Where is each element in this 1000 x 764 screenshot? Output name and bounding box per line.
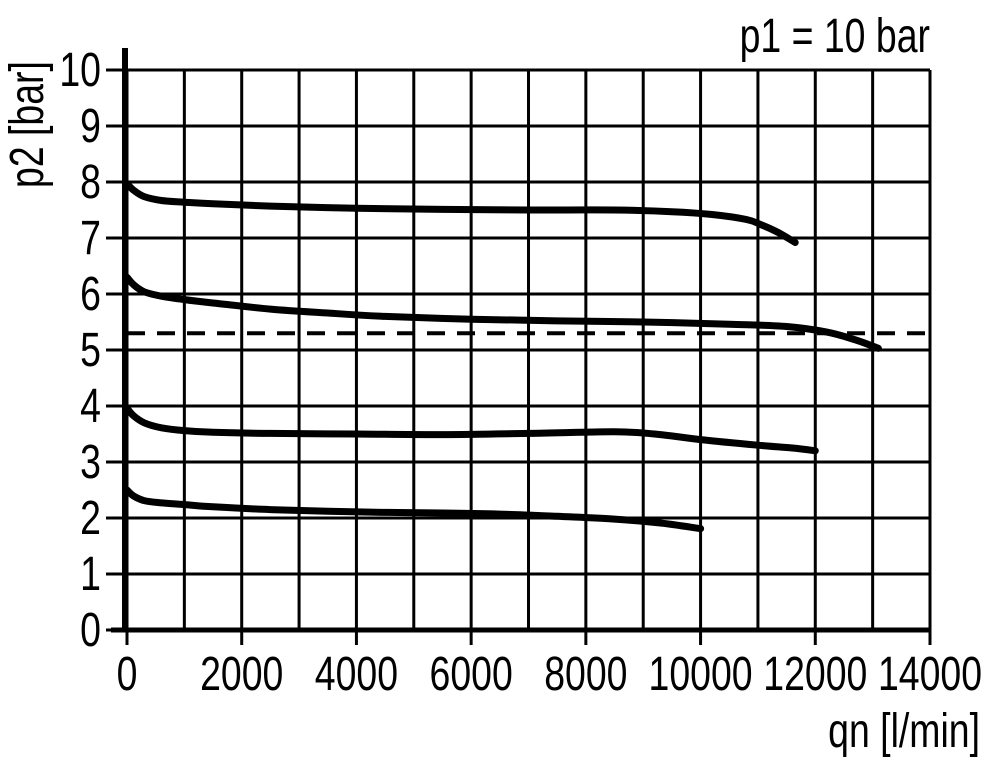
- y-tick-label: 1: [80, 548, 101, 602]
- curve-layer: [123, 180, 882, 533]
- axis-layer: [111, 48, 932, 645]
- curve-setpoint-4-bar: [123, 404, 819, 455]
- grid-layer: [106, 68, 932, 632]
- y-tick-label: 2: [80, 492, 101, 546]
- chart-title: p1 = 10 bar: [740, 10, 930, 64]
- x-tick-label: 2000: [200, 648, 283, 702]
- x-tick-label: 4000: [315, 648, 398, 702]
- curve-setpoint-8-bar: [123, 180, 799, 246]
- y-tick-label: 8: [80, 156, 101, 210]
- curve-setpoint-6.3-bar: [123, 273, 882, 352]
- y-tick-label: 4: [80, 380, 101, 434]
- x-tick-label: 10000: [649, 648, 753, 702]
- x-tick-label: 12000: [763, 648, 867, 702]
- y-tick-label: 10: [59, 44, 101, 98]
- y-tick-label: 5: [80, 324, 101, 378]
- y-tick-label: 3: [80, 436, 101, 490]
- curve-setpoint-2.5-bar: [123, 486, 705, 533]
- y-axis-label: p2 [bar]: [1, 61, 55, 188]
- x-axis-label: qn [l/min]: [828, 705, 980, 759]
- y-tick-label: 6: [80, 268, 101, 322]
- x-tick-label: 6000: [430, 648, 513, 702]
- x-tick-label: 14000: [878, 648, 982, 702]
- y-tick-label: 7: [80, 212, 101, 266]
- y-tick-label: 0: [80, 604, 101, 658]
- x-tick-label: 8000: [544, 648, 627, 702]
- y-tick-label: 9: [80, 100, 101, 154]
- x-tick-label: 0: [117, 648, 138, 702]
